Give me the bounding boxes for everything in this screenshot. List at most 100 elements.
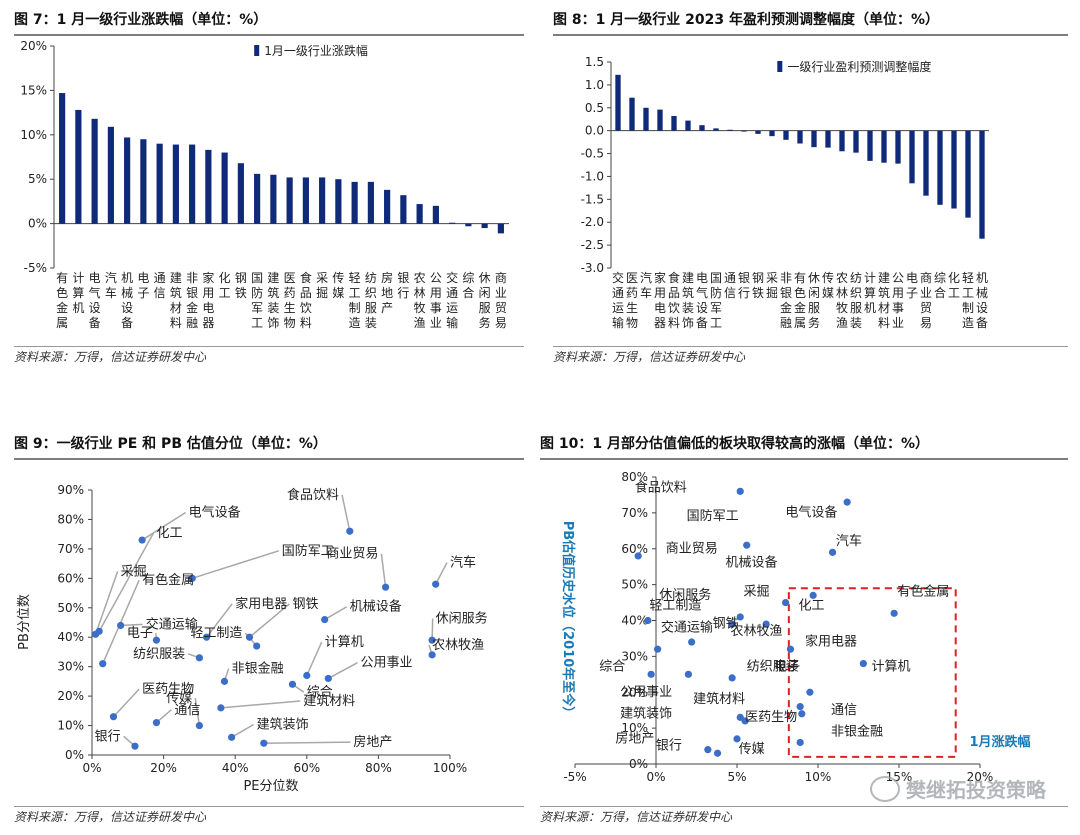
scatter-point [432, 580, 440, 588]
category-label: 电子 [906, 271, 918, 300]
bar [302, 177, 309, 224]
category-label: 汽车 [105, 270, 117, 300]
y-tick-label: 20% [20, 39, 47, 53]
y-axis-title: PB分位数 [17, 594, 32, 650]
bar [643, 107, 649, 131]
bar [825, 130, 831, 148]
bar [335, 179, 342, 224]
y-tick-label: -3.0 [581, 261, 604, 275]
bar [254, 173, 261, 224]
scatter-point [762, 620, 770, 628]
bar [432, 205, 439, 224]
scatter-point [798, 710, 806, 718]
point-label: 农林牧渔 [731, 624, 783, 639]
bar [497, 223, 504, 234]
x-tick-label: -5% [563, 770, 586, 784]
bar [351, 181, 358, 224]
y-tick-label: 20% [621, 685, 648, 699]
category-label: 化工 [219, 271, 231, 300]
bar [713, 128, 719, 131]
y-tick-label: 0.5 [585, 101, 604, 115]
point-label: 休闲服务 [436, 611, 488, 627]
category-label: 公用事业 [892, 271, 904, 330]
point-label: 交通运输 [146, 616, 198, 632]
bar [124, 137, 131, 224]
scatter-point [288, 680, 297, 688]
bar [107, 126, 114, 224]
bar [400, 195, 407, 224]
category-label: 休闲服务 [808, 271, 820, 330]
category-label: 食品饮料 [300, 270, 312, 330]
y-tick-label: -2.0 [581, 215, 604, 229]
scatter-point [828, 548, 837, 556]
point-label: 机械设备 [350, 599, 402, 615]
y-tick-label: 80% [57, 512, 84, 526]
scatter-point [644, 616, 652, 625]
leader-line [324, 606, 348, 621]
leader-line [112, 688, 140, 718]
source-note: 资料来源：万得，信达证券研发中心 [14, 346, 524, 367]
scatter-point [733, 735, 741, 743]
scatter-point [428, 636, 436, 644]
category-label: 采掘 [316, 271, 328, 300]
y-tick-label: 50% [57, 601, 84, 615]
point-label: 国防军工 [282, 543, 334, 559]
leader-line [141, 511, 187, 541]
x-tick-label: 0% [646, 770, 665, 784]
category-label: 非银金融 [186, 271, 198, 330]
scatter-point [117, 621, 125, 630]
y-tick-label: 60% [621, 542, 648, 556]
bar [367, 181, 374, 224]
leader-line [120, 623, 143, 627]
y-tick-label: 90% [57, 483, 84, 497]
category-label: 商业贸易 [495, 270, 507, 330]
scatter-point [704, 746, 712, 754]
bar [727, 129, 733, 131]
category-label: 农林牧渔 [414, 271, 426, 330]
y-tick-label: 0% [65, 748, 84, 762]
y-tick-label: 80% [621, 470, 648, 484]
y-tick-label: -5% [24, 261, 47, 275]
leader-line [327, 662, 358, 680]
point-label: 轻工制造 [190, 626, 242, 641]
point-label: 计算机 [325, 635, 364, 650]
bar [853, 130, 859, 153]
scatter-point [253, 642, 261, 650]
point-label: 通信 [174, 703, 200, 718]
category-label: 建筑材料 [878, 271, 890, 330]
scatter-point [228, 733, 236, 741]
y-tick-label: 0% [629, 757, 648, 771]
bar-chart-fig7: -5% 0% 5% 10% 15% 20% 有色金属计算机电气设备汽车机械设备电子通信建筑材… [20, 39, 509, 330]
y-tick-label: -1.5 [581, 192, 604, 206]
legend-label: 一级行业盈利预测调整幅度 [787, 59, 931, 74]
scatter-point [736, 613, 744, 621]
bar [755, 130, 761, 134]
category-label: 电气设备 [89, 271, 101, 330]
bar [965, 130, 971, 218]
bar [319, 177, 326, 224]
scatter-point [381, 583, 390, 591]
leader-line [431, 618, 434, 641]
point-label: 交通运输 [661, 619, 713, 635]
point-label: 建筑材料 [693, 691, 745, 707]
x-tick-label: 100% [433, 761, 467, 775]
scatter-point [131, 742, 139, 750]
leader-line [220, 700, 301, 709]
point-label: 医药生物 [142, 682, 194, 697]
x-axis-title: 1月涨跌幅 [969, 734, 1030, 750]
y-tick-label: 70% [621, 506, 648, 520]
scatter-point [217, 704, 225, 712]
y-axis-title: PB估值历史水位（2010年至今） [560, 521, 576, 720]
bar [685, 120, 691, 131]
point-label: 有色金属 [142, 572, 194, 588]
y-tick-label: -0.5 [581, 147, 604, 161]
scatter-point [138, 536, 146, 544]
x-tick-label: 0% [82, 761, 101, 775]
y-tick-label: 40% [57, 630, 84, 644]
source-note: 资料来源：万得，信达证券研发中心 [540, 806, 1068, 827]
bar [286, 177, 293, 224]
point-label: 电子 [774, 660, 800, 675]
x-axis-title: PE分位数 [243, 779, 298, 794]
scatter-point [859, 659, 867, 668]
point-label: 电气设备 [785, 504, 837, 520]
